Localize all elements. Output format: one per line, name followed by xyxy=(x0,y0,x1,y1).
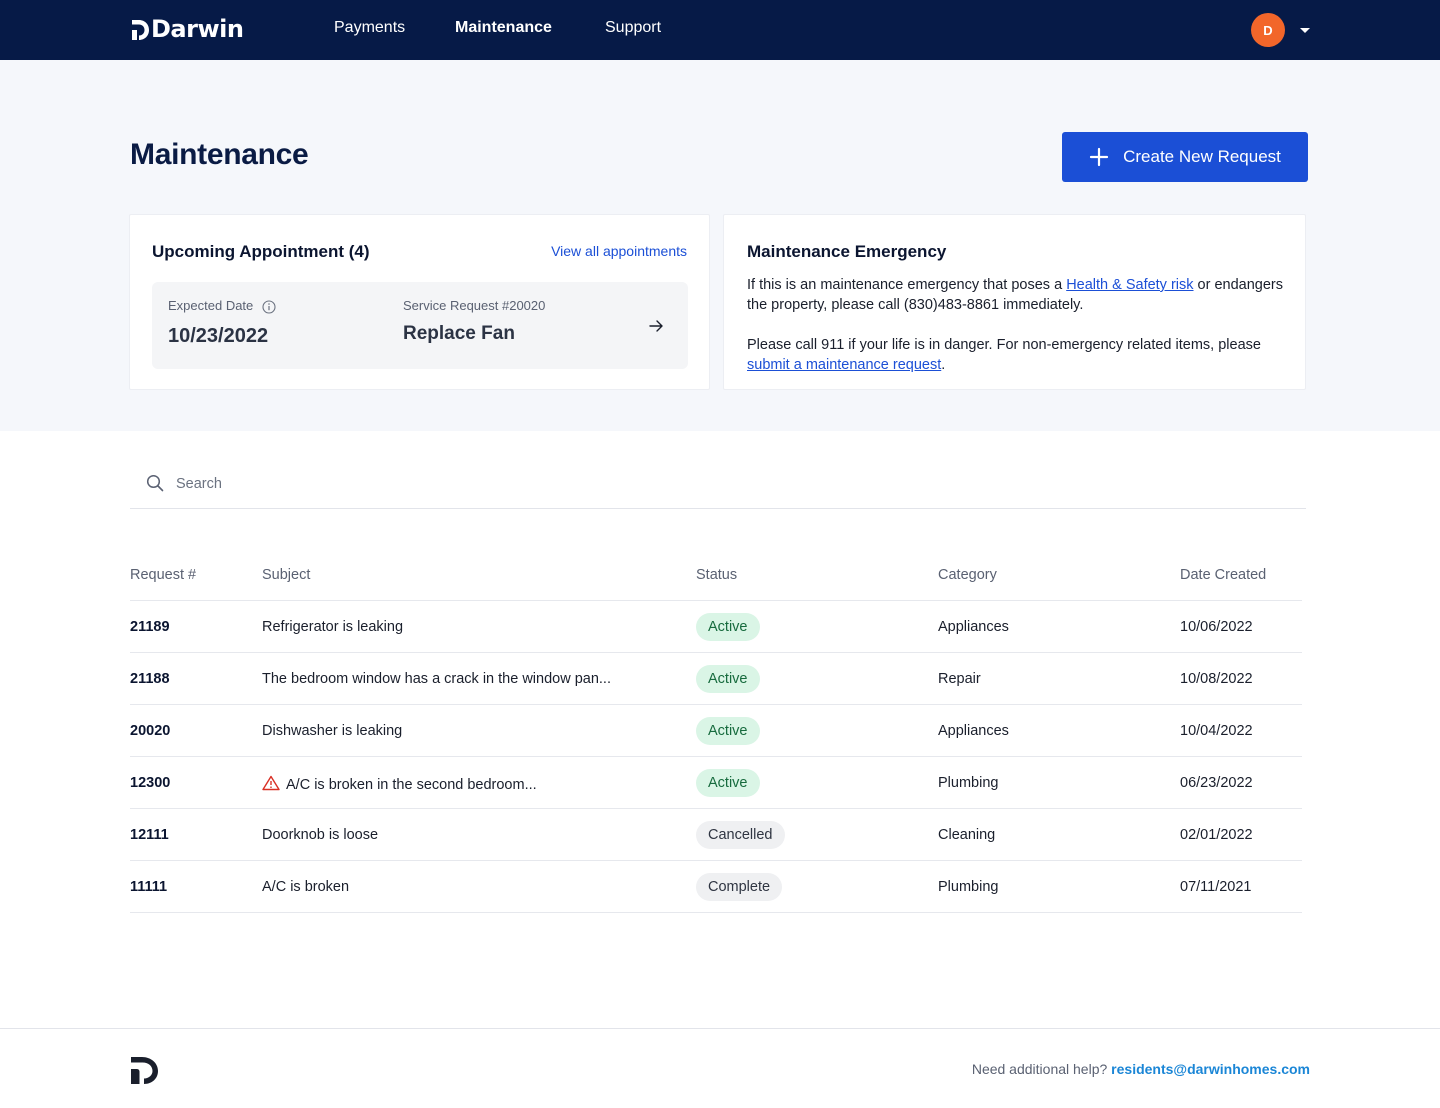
request-subject[interactable]: Refrigerator is leaking xyxy=(262,619,403,635)
request-date-created: 10/06/2022 xyxy=(1180,619,1253,635)
emergency-paragraph-2: Please call 911 if your life is in dange… xyxy=(747,335,1292,375)
help-email-link[interactable]: residents@darwinhomes.com xyxy=(1111,1061,1310,1077)
appointment-item[interactable]: Expected Date 10/23/2022 Service Request… xyxy=(152,282,688,369)
search-input[interactable] xyxy=(176,472,776,496)
table-row[interactable]: 20020 Dishwasher is leaking Active Applianc… xyxy=(130,705,1302,757)
emergency-phone: (830)483-8861 xyxy=(903,297,1000,313)
request-number[interactable]: 21188 xyxy=(130,671,170,687)
brand-name: Darwin xyxy=(151,15,244,43)
darwin-footer-logo-icon xyxy=(131,1057,158,1084)
table-row[interactable]: 12111 Doorknob is loose Cancelled Cleaning 0… xyxy=(130,809,1302,861)
request-date-created: 10/08/2022 xyxy=(1180,671,1253,687)
account-dropdown-caret-icon[interactable] xyxy=(1300,28,1310,33)
emergency-text-part: immediately. xyxy=(999,297,1084,313)
request-subject-text: Refrigerator is leaking xyxy=(262,619,404,635)
info-icon[interactable] xyxy=(262,300,276,314)
request-subject[interactable]: The bedroom window has a crack in the wi… xyxy=(262,671,611,687)
emergency-911: 911 xyxy=(821,337,845,353)
request-subject-text: A/C is broken xyxy=(262,879,350,895)
warning-triangle-icon xyxy=(262,775,280,791)
maintenance-emergency-card: Maintenance Emergency If this is an main… xyxy=(723,214,1306,390)
status-badge: Active xyxy=(696,613,760,641)
request-subject-text: The bedroom window has a crack in the wi… xyxy=(262,671,611,687)
request-category: Plumbing xyxy=(938,879,999,895)
service-request-label: Service Request #20020 xyxy=(403,298,546,313)
request-category: Cleaning xyxy=(938,827,996,843)
nav-maintenance[interactable]: Maintenance xyxy=(455,19,552,36)
darwin-logo-icon xyxy=(132,20,149,40)
help-text: Need additional help? residents@darwinho… xyxy=(972,1061,1310,1077)
request-subject[interactable]: Doorknob is loose xyxy=(262,827,378,843)
nav-payments[interactable]: Payments xyxy=(334,19,406,36)
table-row[interactable]: 12300 A/C is broken in the second bedroom… xyxy=(130,757,1302,809)
request-category: Plumbing xyxy=(938,775,999,791)
create-new-request-button[interactable]: Create New Request xyxy=(1062,132,1308,182)
request-subject-text: Dishwasher is leaking xyxy=(262,723,403,739)
request-subject[interactable]: A/C is broken in the second bedroom... xyxy=(262,775,537,793)
request-number[interactable]: 12300 xyxy=(130,775,171,791)
emergency-card-title: Maintenance Emergency xyxy=(747,242,947,261)
status-badge: Cancelled xyxy=(696,821,785,849)
view-all-appointments-link[interactable]: View all appointments xyxy=(551,243,687,259)
user-avatar[interactable]: D xyxy=(1251,13,1285,47)
emergency-text-part: . xyxy=(941,357,946,373)
status-badge: Complete xyxy=(696,873,783,901)
submit-maintenance-request-link[interactable]: submit a maintenance request xyxy=(747,357,942,373)
top-nav: Darwin Payments Maintenance Support D xyxy=(0,0,1440,60)
health-safety-risk-link[interactable]: Health & Safety risk xyxy=(1066,277,1194,293)
header-request-number[interactable]: Request # xyxy=(130,567,197,583)
emergency-text-part: If this is an maintenance emergency that… xyxy=(747,277,1067,293)
request-category: Repair xyxy=(938,671,981,687)
search-icon xyxy=(146,474,164,492)
request-subject-text: A/C is broken in the second bedroom... xyxy=(286,777,537,793)
emergency-text: If this is an maintenance emergency that… xyxy=(747,275,1292,395)
request-date-created: 02/01/2022 xyxy=(1180,827,1253,843)
table-header: Request # Subject Status Category Date C… xyxy=(130,556,1302,601)
footer: Need additional help? residents@darwinho… xyxy=(0,1028,1440,1108)
header-date-created[interactable]: Date Created xyxy=(1180,567,1267,583)
appointment-card-title: Upcoming Appointment (4) xyxy=(152,242,370,261)
request-subject-text: Doorknob is loose xyxy=(262,827,379,843)
request-number[interactable]: 12111 xyxy=(130,827,169,843)
status-badge: Active xyxy=(696,665,760,693)
emergency-text-part: if your life is in danger. For non-emerg… xyxy=(844,337,1261,353)
service-request-name: Replace Fan xyxy=(403,323,515,344)
table-row[interactable]: 21189 Refrigerator is leaking Active Applia… xyxy=(130,601,1302,653)
emergency-text-part: Please call xyxy=(747,337,822,353)
nav-support[interactable]: Support xyxy=(605,19,662,36)
arrow-right-icon[interactable] xyxy=(648,318,664,334)
requests-table: Request # Subject Status Category Date C… xyxy=(130,556,1302,913)
help-label: Need additional help? xyxy=(971,1061,1108,1077)
request-category: Appliances xyxy=(938,619,1009,635)
request-subject[interactable]: A/C is broken xyxy=(262,879,349,895)
request-date-created: 07/11/2021 xyxy=(1180,879,1252,895)
expected-date-value: 10/23/2022 xyxy=(168,325,269,347)
page-title: Maintenance xyxy=(130,138,309,171)
search-bar xyxy=(130,462,1306,509)
expected-date-label: Expected Date xyxy=(168,298,254,313)
table-row[interactable]: 21188 The bedroom window has a crack in t… xyxy=(130,653,1302,705)
plus-icon xyxy=(1089,147,1109,167)
header-status[interactable]: Status xyxy=(696,567,738,583)
status-badge: Active xyxy=(696,717,760,745)
table-row[interactable]: 11111 A/C is broken Complete Plumbing 07/11/… xyxy=(130,861,1302,913)
request-number[interactable]: 11111 xyxy=(130,879,168,895)
status-badge: Active xyxy=(696,769,760,797)
request-subject[interactable]: Dishwasher is leaking xyxy=(262,723,402,739)
header-category[interactable]: Category xyxy=(938,567,997,583)
request-category: Appliances xyxy=(938,723,1009,739)
table-body: 21189 Refrigerator is leaking Active Applia… xyxy=(130,601,1302,913)
request-number[interactable]: 21189 xyxy=(130,619,170,635)
request-number[interactable]: 20020 xyxy=(130,723,171,739)
upcoming-appointment-card: Upcoming Appointment (4) View all appoin… xyxy=(129,214,710,390)
emergency-paragraph-1: If this is an maintenance emergency that… xyxy=(747,275,1292,315)
emergency-text-part: or endangers the property, please call xyxy=(747,277,1283,313)
header-subject[interactable]: Subject xyxy=(262,567,311,583)
brand-logo[interactable]: Darwin xyxy=(130,14,244,44)
request-date-created: 10/04/2022 xyxy=(1180,723,1253,739)
create-new-request-label: Create New Request xyxy=(1123,147,1281,166)
request-date-created: 06/23/2022 xyxy=(1180,775,1253,791)
